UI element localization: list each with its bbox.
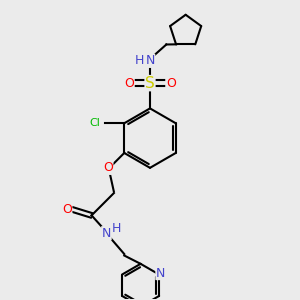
Text: O: O — [103, 161, 113, 174]
Text: N: N — [102, 227, 111, 240]
Text: S: S — [145, 76, 155, 91]
Text: O: O — [166, 76, 176, 90]
Text: H: H — [112, 222, 122, 235]
Text: O: O — [124, 76, 134, 90]
Text: N: N — [145, 54, 155, 67]
Text: O: O — [62, 203, 72, 216]
Text: H: H — [135, 54, 144, 67]
Text: Cl: Cl — [90, 118, 101, 128]
Text: N: N — [156, 266, 165, 280]
